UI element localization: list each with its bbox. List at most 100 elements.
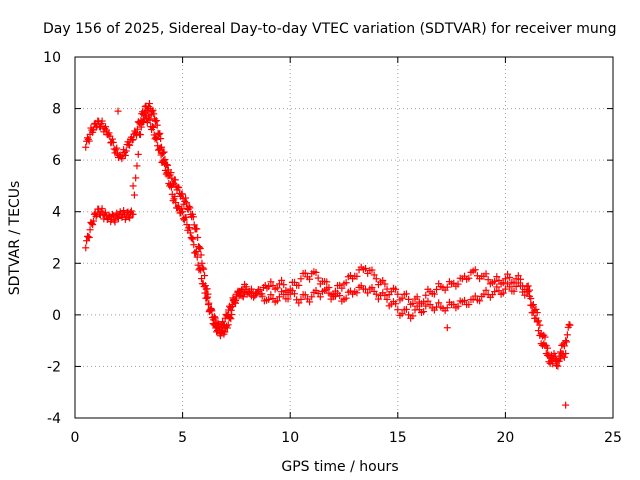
y-axis-label: SDTVAR / TECUs: [7, 181, 23, 296]
data-point-marker: [85, 234, 93, 242]
data-point-marker: [177, 209, 185, 217]
data-point-marker: [521, 291, 529, 299]
y-tick-label: 6: [52, 153, 61, 169]
data-point-marker: [200, 282, 208, 290]
data-point-marker: [265, 295, 273, 303]
data-point-marker: [153, 121, 161, 129]
data-point-marker: [196, 245, 204, 253]
data-point-marker: [133, 162, 141, 170]
x-tick-label: 15: [389, 430, 407, 446]
data-point-marker: [443, 304, 451, 312]
data-point-marker: [156, 129, 164, 137]
data-point-marker: [565, 321, 573, 329]
data-point-marker: [98, 117, 106, 125]
data-point-marker: [150, 110, 158, 118]
data-point-marker: [430, 290, 438, 298]
data-point-marker: [454, 302, 462, 310]
data-point-marker: [112, 146, 120, 154]
data-point-marker: [89, 221, 97, 229]
data-point-marker: [338, 284, 346, 292]
data-point-marker: [232, 299, 240, 307]
data-point-marker: [362, 264, 370, 272]
data-point-marker: [195, 243, 203, 251]
data-point-marker: [454, 280, 462, 288]
data-point-marker: [562, 401, 570, 409]
data-point-marker: [122, 147, 130, 155]
data-point-marker: [182, 194, 190, 202]
data-point-marker: [544, 351, 552, 359]
data-point-marker: [501, 285, 509, 293]
data-point-marker: [471, 266, 479, 274]
data-point-marker: [179, 208, 187, 216]
data-point-marker: [563, 338, 571, 346]
data-point-marker: [394, 306, 402, 314]
data-point-marker: [197, 266, 205, 274]
data-point-marker: [166, 182, 174, 190]
data-point-marker: [499, 289, 507, 297]
data-point-marker: [228, 311, 236, 319]
x-tick-label: 20: [496, 430, 514, 446]
data-point-marker: [301, 269, 309, 277]
data-point-marker: [560, 342, 568, 350]
y-tick-label: 8: [52, 102, 61, 118]
data-point-marker: [275, 280, 283, 288]
data-point-marker: [392, 285, 400, 293]
data-point-marker: [301, 291, 309, 299]
data-point-marker: [258, 292, 266, 300]
data-point-marker: [129, 182, 137, 190]
data-point-marker: [133, 125, 141, 133]
data-point-marker: [527, 301, 535, 309]
data-point-marker: [146, 116, 154, 124]
data-point-marker: [192, 247, 200, 255]
data-point-marker: [381, 280, 389, 288]
data-point-marker: [192, 249, 200, 257]
data-point-marker: [149, 123, 157, 131]
data-point-marker: [151, 135, 159, 143]
data-point-marker: [245, 287, 253, 295]
data-point-marker: [422, 302, 430, 310]
data-point-marker: [197, 251, 205, 259]
data-point-marker: [540, 340, 548, 348]
data-point-marker: [510, 287, 518, 295]
data-point-marker: [181, 197, 189, 205]
data-point-marker: [127, 207, 135, 215]
data-point-marker: [265, 282, 273, 290]
data-point-marker: [536, 331, 544, 339]
data-point-marker: [208, 307, 216, 315]
axis-ticks: 0 5 10 15 20 25 -4 -2 0 2 4 6 8 10: [43, 50, 622, 446]
data-point-marker: [405, 295, 413, 303]
data-point-marker: [82, 143, 90, 151]
data-point-marker: [402, 290, 410, 298]
data-point-marker: [323, 285, 331, 293]
data-point-marker: [171, 176, 179, 184]
data-point-marker: [336, 292, 344, 300]
data-point-marker: [516, 275, 524, 283]
data-point-marker: [174, 183, 182, 191]
data-point-marker: [493, 283, 501, 291]
data-point-marker: [109, 138, 117, 146]
data-point-marker: [392, 300, 400, 308]
data-point-marker: [239, 293, 247, 301]
data-point-marker: [562, 350, 570, 358]
data-point-marker: [514, 272, 522, 280]
chart-title: Day 156 of 2025, Sidereal Day-to-day VTE…: [43, 21, 617, 37]
data-point-marker: [501, 275, 509, 283]
data-point-marker: [465, 301, 473, 309]
data-point-marker: [556, 355, 564, 363]
data-point-marker: [394, 290, 402, 298]
data-point-marker: [495, 287, 503, 295]
data-point-marker: [227, 315, 235, 323]
data-point-marker: [157, 151, 165, 159]
data-point-marker: [182, 199, 190, 207]
data-point-marker: [291, 290, 299, 298]
data-point-marker: [196, 264, 204, 272]
data-point-marker: [491, 288, 499, 296]
data-point-marker: [295, 281, 303, 289]
data-point-marker: [113, 144, 121, 152]
data-point-marker: [267, 278, 275, 286]
data-point-marker: [190, 241, 198, 249]
data-point-marker: [200, 265, 208, 273]
data-point-marker: [187, 234, 195, 241]
data-point-marker: [91, 209, 99, 217]
